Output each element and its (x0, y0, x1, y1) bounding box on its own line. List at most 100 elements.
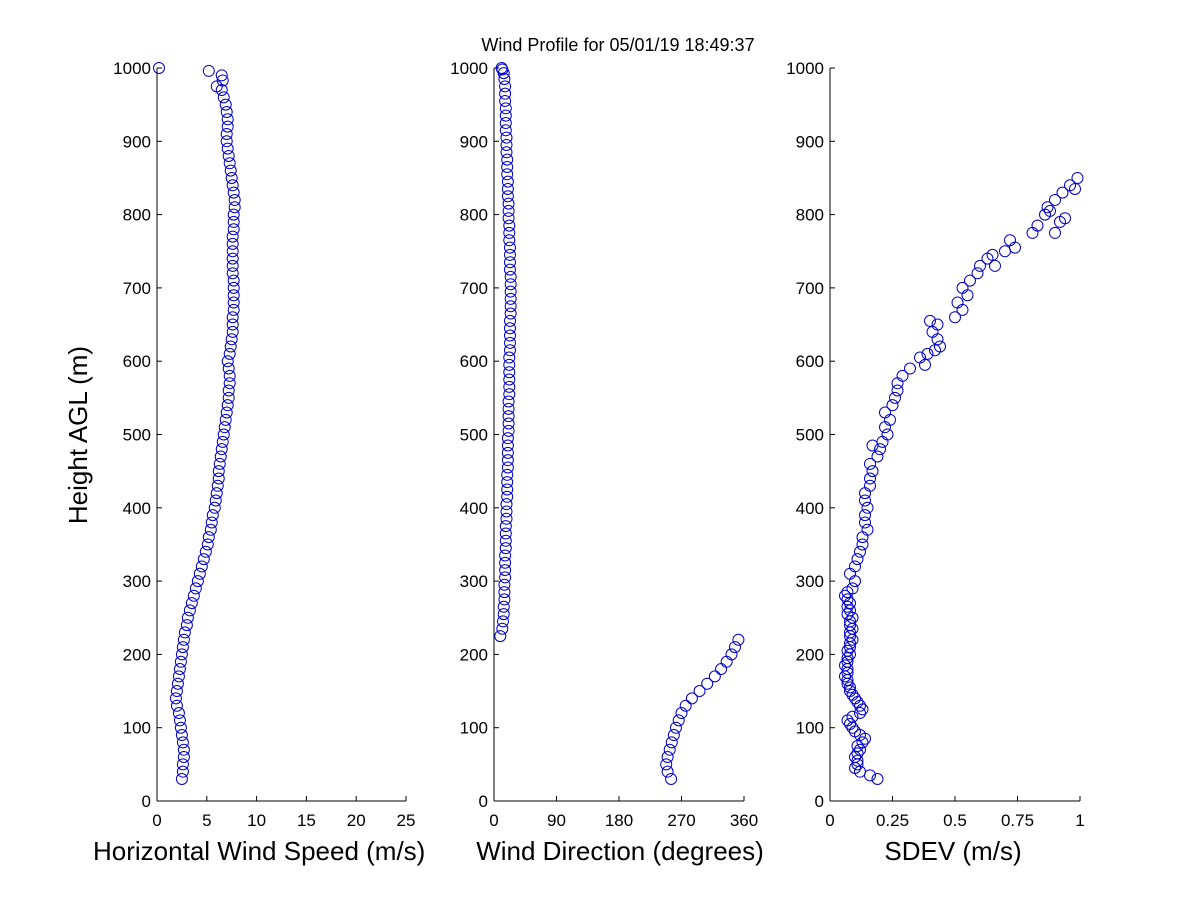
direction-data-point (661, 765, 674, 778)
speed-x-tick-label: 20 (347, 811, 366, 830)
sdev-data-point (844, 604, 856, 617)
figure-title: Wind Profile for 05/01/19 18:49:37 (481, 35, 754, 55)
speed-data-point (227, 296, 240, 309)
speed-data-point (171, 677, 184, 690)
direction-data-point (494, 630, 507, 643)
speed-data-point (202, 531, 215, 544)
sdev-data-point (864, 479, 876, 492)
sdev-data-point (856, 538, 869, 551)
direction-data-point (728, 641, 741, 654)
direction-data-point (504, 300, 517, 313)
direction-data-point (504, 285, 517, 298)
sdev-data-point (849, 575, 861, 588)
direction-data-point (503, 241, 516, 254)
direction-data-point (496, 622, 509, 635)
sdev-data-point (851, 696, 864, 709)
speed-data-point (187, 589, 200, 602)
direction-data-point (715, 663, 728, 676)
sdev-data-point (846, 622, 859, 635)
speed-data-point (197, 553, 210, 566)
speed-data-point (220, 105, 233, 118)
direction-data-point (501, 175, 514, 188)
direction-data-point (499, 542, 512, 555)
speed-data-point (177, 751, 190, 764)
direction-data-point (708, 670, 721, 683)
sdev-data-point (854, 743, 866, 756)
direction-data-point (502, 417, 515, 430)
direction-data-point (501, 168, 514, 181)
sdev-data-point (949, 311, 961, 324)
speed-data-point (221, 113, 234, 126)
sdev-data-point (974, 259, 986, 272)
speed-x-tick-label: 0 (152, 811, 161, 830)
speed-data-point (176, 765, 189, 778)
direction-data-point (663, 743, 676, 756)
speed-x-tick-label: 5 (202, 811, 211, 830)
direction-x-tick-label: 270 (667, 811, 695, 830)
speed-data-point (226, 318, 239, 331)
direction-data-point (501, 153, 514, 166)
sdev-panel: 0 100 200 300 400 500 600 700 800 900 1000 0 0.25 0.5… (786, 59, 1085, 830)
sdev-y-tick-label: 300 (796, 572, 824, 591)
direction-data-point (504, 307, 517, 320)
sdev-data-point (864, 457, 876, 470)
speed-data-point (219, 413, 232, 426)
sdev-data-point (914, 351, 926, 364)
direction-y-tick-label: 0 (479, 792, 488, 811)
direction-data-point (504, 278, 517, 291)
sdev-data-point (856, 736, 869, 749)
speed-data-point (169, 692, 182, 705)
direction-data-point (701, 677, 714, 690)
direction-y-tick-label: 100 (460, 719, 488, 738)
direction-data-point (501, 446, 514, 459)
sdev-y-tick-label: 500 (796, 426, 824, 445)
sdev-data-point (854, 699, 866, 712)
speed-data-point (172, 707, 185, 720)
speed-data-point (176, 641, 189, 654)
direction-y-tick-label: 800 (460, 206, 488, 225)
direction-data-point (725, 648, 738, 661)
wind-speed-panel: 0 100 200 300 400 500 600 700 800 900 1000 0 5 10 15 20… (113, 59, 415, 830)
speed-data-point (227, 303, 240, 316)
sdev-data-point (851, 754, 864, 767)
speed-y-tick-label: 500 (123, 426, 151, 445)
sdev-data-point (999, 245, 1011, 258)
direction-data-point (503, 380, 516, 393)
speed-data-point (222, 362, 235, 375)
speed-y-tick-label: 1000 (113, 59, 151, 78)
direction-data-point (661, 751, 674, 764)
speed-data-point (209, 494, 222, 507)
direction-data-point (672, 714, 685, 727)
speed-data-point (216, 435, 229, 448)
sdev-data-point (851, 747, 864, 760)
sdev-data-point (854, 545, 866, 558)
sdev-data-point (846, 688, 859, 701)
speed-data-point (214, 450, 227, 463)
speed-data-point (178, 626, 191, 639)
direction-data-point (665, 736, 678, 749)
sdev-x-tick-label: 0 (825, 811, 834, 830)
sdev-data-point (841, 600, 854, 613)
sdev-data-point (876, 435, 889, 448)
direction-data-point (501, 468, 514, 481)
speed-x-tick-label: 10 (247, 811, 266, 830)
sdev-data-point (844, 681, 856, 694)
direction-data-point (667, 729, 680, 742)
direction-data-point (500, 512, 513, 525)
speed-data-point (222, 384, 235, 397)
sdev-data-point (871, 773, 884, 786)
direction-data-point (693, 685, 706, 698)
speed-data-point (227, 215, 240, 228)
direction-data-point (660, 758, 673, 771)
sdev-data-point (924, 314, 936, 327)
y-axis-label: Height AGL (m) (63, 346, 93, 524)
sdev-y-tick-label: 1000 (786, 59, 824, 78)
direction-data-point (500, 505, 513, 518)
direction-data-point (685, 692, 698, 705)
sdev-data-point (846, 633, 859, 646)
direction-x-tick-label: 0 (489, 811, 498, 830)
speed-data-point (220, 127, 233, 140)
speed-data-point (195, 560, 208, 573)
sdev-data-point (859, 516, 871, 529)
